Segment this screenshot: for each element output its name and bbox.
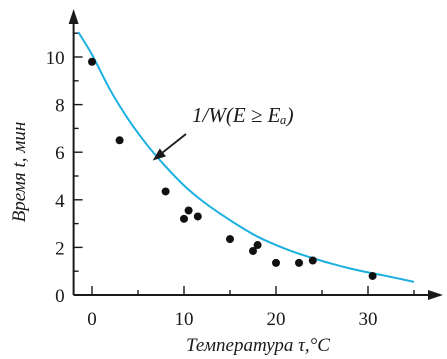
y-tick-label: 6: [55, 143, 65, 164]
data-point: [295, 258, 303, 267]
y-tick-label: 10: [46, 48, 65, 69]
x-tick-label: 20: [267, 309, 286, 330]
annotation: 1/W(E ≥ Eₐ): [152, 103, 294, 161]
x-axis-arrow: [428, 290, 443, 300]
axis-labels: Температура τ,°C Время t, мин: [9, 122, 330, 356]
data-point: [184, 206, 193, 215]
curve-annotation-label: 1/W(E ≥ Eₐ): [192, 103, 294, 127]
y-axis-arrow: [68, 9, 79, 24]
data-point: [249, 246, 257, 255]
data-point: [161, 187, 170, 196]
x-tick-label: 30: [359, 309, 378, 330]
data-point: [308, 256, 317, 265]
x-tick-label: 0: [87, 309, 97, 330]
data-point: [272, 258, 280, 267]
y-tick-label: 0: [55, 286, 65, 307]
data-point: [193, 212, 202, 221]
fitted-curve: [77, 31, 415, 283]
data-points: [88, 57, 377, 280]
y-tick-label: 8: [55, 96, 65, 117]
axes: 0 2 4 6 8 10 0 10 20 30: [46, 9, 443, 330]
data-point: [88, 57, 96, 66]
annotation-arrow-line: [158, 133, 187, 157]
x-axis-title: Температура τ,°C: [186, 335, 330, 356]
y-axis-title: Время t, мин: [9, 122, 30, 223]
data-point: [253, 241, 262, 250]
fitted-curve-line: [77, 31, 415, 283]
data-point: [226, 235, 234, 244]
data-point: [180, 214, 188, 223]
annotation-arrow-head: [152, 148, 167, 161]
x-tick-label: 10: [175, 309, 194, 330]
y-tick-label: 2: [55, 238, 65, 259]
data-point: [368, 271, 377, 280]
y-tick-label: 4: [55, 191, 65, 212]
data-point: [115, 136, 124, 145]
